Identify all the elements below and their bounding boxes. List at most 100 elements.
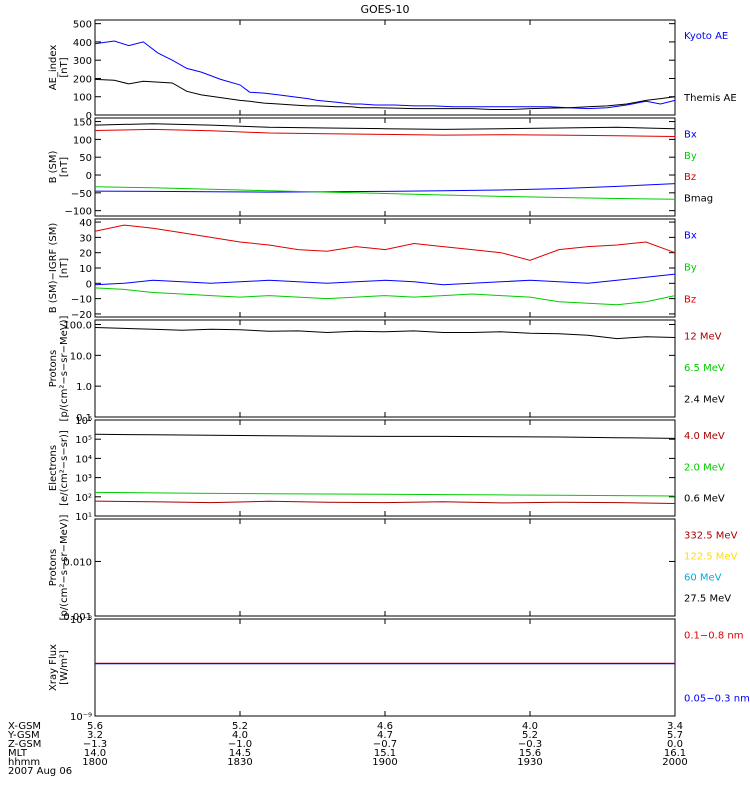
footer-date: 2007 Aug 06: [8, 766, 72, 777]
y-tick-label: 0.010: [63, 557, 92, 568]
y-tick-label: 10: [79, 264, 92, 275]
y-axis-label: [p/(cm²−s−sr−MeV)]: [59, 315, 70, 421]
series-line-bz: [94, 128, 676, 137]
y-tick-label: 10⁻⁹: [70, 712, 92, 723]
panel-frame: [94, 319, 676, 418]
panel-1: 0 100 200 300 400 500 AE_index [nT] Kyoto AE Them…: [48, 3, 737, 122]
y-axis-label: B (SM): [48, 150, 59, 183]
y-axis-label: [W/m²]: [59, 650, 70, 685]
footer-value: 1900: [372, 757, 397, 768]
footer-value: 3.4: [667, 721, 683, 732]
y-tick-label: 150: [73, 118, 92, 129]
series-line-by: [94, 186, 676, 200]
footer-value: 15.6: [519, 748, 541, 759]
footer-value: 3.2: [87, 730, 103, 741]
legend-entry: By: [684, 262, 697, 273]
series-line-bx: [94, 273, 676, 286]
footer-value: 5.7: [667, 730, 683, 741]
y-tick-label: 300: [73, 56, 92, 67]
y-tick-label: 0: [86, 171, 92, 182]
y-tick-label: 10.0: [70, 351, 92, 362]
y-tick-label: 100: [73, 135, 92, 146]
series-line-0-6-mev: [94, 433, 676, 439]
legend-entry: Bz: [684, 294, 696, 305]
y-axis-label: AE_index: [48, 45, 59, 91]
legend-entry: 0.6 MeV: [684, 494, 725, 505]
panel-frame: [94, 419, 676, 517]
y-tick-label: 200: [73, 74, 92, 85]
footer-value: 14.0: [84, 748, 106, 759]
legend-entry: 6.5 MeV: [684, 363, 725, 374]
series-line-themis-ae: [94, 78, 676, 110]
footer-value: 0.0: [667, 739, 683, 750]
footer-row-label: hhmm: [8, 757, 40, 768]
footer-value: −0.3: [518, 739, 542, 750]
legend-entry: Bx: [684, 231, 697, 242]
panel-frame: [94, 19, 676, 116]
y-tick-label: 40: [79, 218, 92, 229]
y-axis-label: Xray Flux: [48, 644, 59, 691]
panel-5: 10¹ 10² 10³ 10⁴ 10⁵ 10⁶ Electrons [e/(cm²−s−sr)…: [48, 416, 725, 523]
y-tick-label: −10: [71, 295, 92, 306]
panel-frame: [94, 117, 676, 217]
series-line-2-0-mev: [94, 491, 676, 497]
footer-row-label: X-GSM: [8, 721, 41, 732]
legend-entry: Bx: [684, 130, 697, 141]
panel-frame: [94, 618, 676, 717]
series-line-4-0-mev: [94, 500, 676, 504]
y-axis-label: Electrons: [48, 445, 59, 491]
y-tick-label: −100: [65, 207, 92, 218]
panel-4: 0.1 1.0 10.0 100.0 Protons [p/(cm²−s−sr−MeV)]…: [48, 315, 725, 424]
y-tick-label: 100: [73, 93, 92, 104]
footer-value: 1930: [517, 757, 542, 768]
y-tick-label: 0: [86, 111, 92, 122]
series-line-2-4-mev: [94, 327, 676, 340]
y-tick-label: 20: [79, 249, 92, 260]
legend-entry: 27.5 MeV: [684, 593, 731, 604]
series-line-kyoto-ae: [94, 40, 676, 110]
legend-entry: 60 MeV: [684, 572, 722, 583]
footer-value: −1.3: [83, 739, 107, 750]
legend-entry: 2.0 MeV: [684, 462, 725, 473]
y-axis-label: [nT]: [59, 157, 70, 177]
y-tick-label: −20: [71, 310, 92, 321]
legend-entry: 2.4 MeV: [684, 394, 725, 405]
footer-value: 5.6: [87, 721, 103, 732]
legend-entry: Themis AE: [683, 93, 737, 104]
legend-entry: Bmag: [684, 193, 713, 204]
legend-entry: By: [684, 151, 697, 162]
legend-entry: Kyoto AE: [684, 31, 728, 42]
footer-value: 4.7: [377, 730, 393, 741]
panel-frame: [94, 518, 676, 617]
footer-value: 1830: [227, 757, 252, 768]
legend-entry: 12 MeV: [684, 331, 722, 342]
y-axis-label: [e/(cm²−s−sr)]: [59, 430, 70, 506]
y-tick-label: 10⁴: [75, 454, 92, 465]
footer-value: −1.0: [228, 739, 252, 750]
footer-row-label: Z-GSM: [8, 739, 41, 750]
footer-value: 5.2: [232, 721, 248, 732]
footer-row-label: Y-GSM: [7, 730, 40, 741]
y-tick-label: 10¹: [75, 512, 92, 523]
footer-value: 15.1: [374, 748, 396, 759]
y-tick-label: 0.001: [63, 612, 92, 623]
legend-entry: Bz: [684, 172, 696, 183]
footer-value: 14.5: [229, 748, 251, 759]
chart-title: GOES-10: [360, 3, 409, 16]
y-axis-label: Protons: [48, 350, 59, 387]
y-tick-label: 50: [79, 153, 92, 164]
y-axis-label: [nT]: [59, 57, 70, 77]
panel-2: −100 −50 0 50 100 150 B (SM) [nT] Bx By Bz Bmag: [48, 117, 713, 218]
footer-value: −0.7: [373, 739, 397, 750]
legend-entry: 0.1−0.8 nm: [684, 630, 743, 641]
y-axis-label: B (SM)−IGRF (SM): [48, 223, 59, 314]
series-line-bmag: [94, 123, 676, 130]
y-axis-label: [p/(cm²−s−sr−MeV)]: [59, 514, 70, 620]
y-tick-label: 100.0: [63, 321, 92, 332]
y-axis-label: Protons: [48, 549, 59, 586]
legend-entry: 0.05−0.3 nm: [684, 693, 750, 704]
legend-entry: 332.5 MeV: [684, 530, 738, 541]
legend-entry: 122.5 MeV: [684, 551, 738, 562]
y-tick-label: 400: [73, 38, 92, 49]
